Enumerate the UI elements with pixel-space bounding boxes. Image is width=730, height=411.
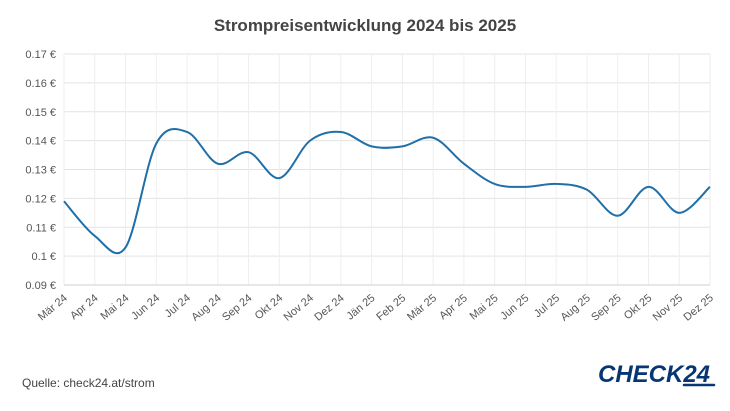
data-point[interactable] <box>62 199 67 204</box>
x-tick-label: Aug 25 <box>558 292 592 324</box>
data-point[interactable] <box>308 138 313 143</box>
data-point[interactable] <box>584 187 589 192</box>
x-tick-label: Mai 24 <box>98 292 131 322</box>
x-tick-label: Mai 25 <box>468 292 501 322</box>
x-tick-label: Apr 25 <box>437 292 470 322</box>
y-tick-label: 0.15 € <box>25 107 56 119</box>
data-point[interactable] <box>708 184 713 189</box>
data-point[interactable] <box>92 233 97 238</box>
y-axis-ticks: 0.09 € 0.1 € 0.11 € 0.12 € 0.13 € 0.14 € 0.15 … <box>25 49 56 292</box>
x-tick-label: Dez 24 <box>312 292 346 324</box>
x-tick-label: Apr 24 <box>68 292 101 322</box>
x-tick-label: Feb 25 <box>374 292 408 323</box>
data-point[interactable] <box>431 135 436 140</box>
data-point[interactable] <box>369 144 374 149</box>
x-tick-label: Dez 25 <box>682 292 716 324</box>
data-point[interactable] <box>615 213 620 218</box>
series-group <box>62 128 713 255</box>
svg-text:CHECK24: CHECK24 <box>598 361 710 388</box>
data-point[interactable] <box>646 184 651 189</box>
data-point[interactable] <box>400 144 405 149</box>
x-tick-label: Nov 25 <box>651 292 685 324</box>
data-point[interactable] <box>277 176 282 181</box>
check24-logo: CHECK24 <box>598 361 716 388</box>
y-tick-label: 0.09 € <box>25 280 56 292</box>
y-tick-label: 0.16 € <box>25 78 56 90</box>
x-tick-label: Okt 24 <box>253 292 286 322</box>
y-tick-label: 0.1 € <box>32 251 56 263</box>
data-point[interactable] <box>185 129 190 134</box>
data-point[interactable] <box>154 141 159 146</box>
y-tick-label: 0.12 € <box>25 193 56 205</box>
x-tick-label: Jun 25 <box>498 292 531 322</box>
data-point[interactable] <box>338 129 343 134</box>
grid-lines <box>63 53 711 286</box>
data-point[interactable] <box>523 184 528 189</box>
x-tick-label: Jul 25 <box>532 292 562 320</box>
x-tick-label: Jul 24 <box>163 292 193 320</box>
data-point[interactable] <box>492 181 497 186</box>
data-point[interactable] <box>461 161 466 166</box>
x-tick-label: Jän 25 <box>345 292 378 322</box>
data-point[interactable] <box>123 245 128 250</box>
x-tick-label: Sep 25 <box>589 292 623 324</box>
data-point[interactable] <box>677 210 682 215</box>
source-note: Quelle: check24.at/strom <box>22 376 155 390</box>
series-line <box>63 128 711 255</box>
x-tick-label: Mär 24 <box>36 292 70 323</box>
data-point[interactable] <box>554 181 559 186</box>
x-tick-label: Mär 25 <box>405 292 439 323</box>
x-tick-label: Okt 25 <box>622 292 655 322</box>
y-tick-label: 0.17 € <box>25 49 56 61</box>
y-tick-label: 0.13 € <box>25 165 56 177</box>
y-tick-label: 0.11 € <box>26 222 56 234</box>
y-tick-label: 0.14 € <box>25 136 56 148</box>
chart-title: Strompreisentwicklung 2024 bis 2025 <box>213 16 517 35</box>
x-tick-label: Sep 24 <box>220 292 254 324</box>
x-tick-label: Jun 24 <box>129 292 162 322</box>
data-point[interactable] <box>246 150 251 155</box>
data-point[interactable] <box>215 161 220 166</box>
x-tick-label: Aug 24 <box>189 292 223 324</box>
x-tick-label: Nov 24 <box>282 292 316 324</box>
